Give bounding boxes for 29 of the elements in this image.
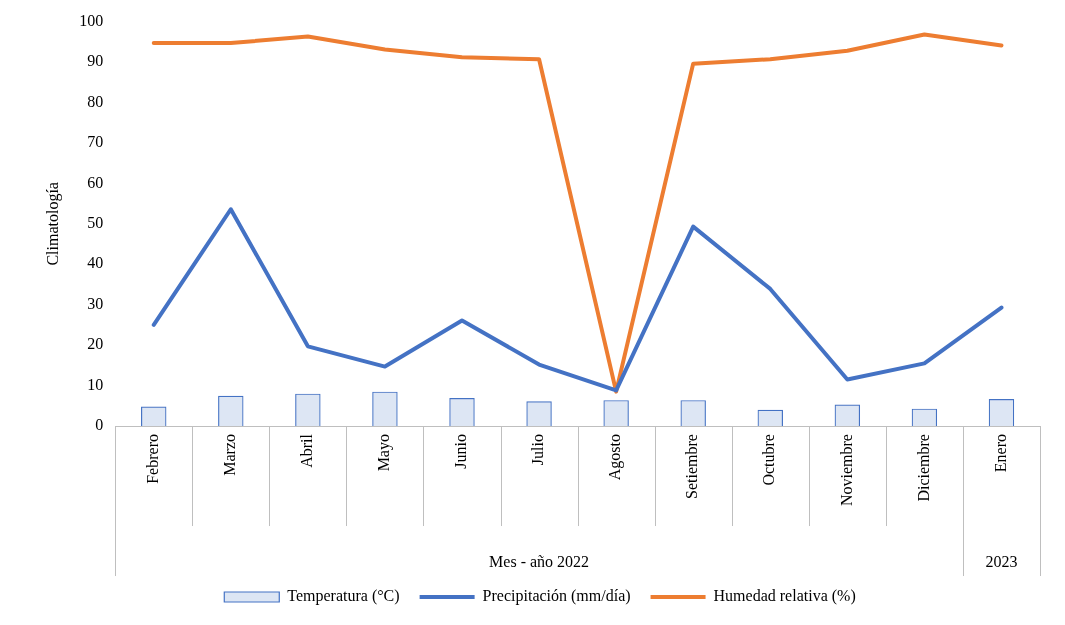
y-tick-label: 80 bbox=[87, 92, 104, 110]
text: 2023 bbox=[985, 553, 1018, 571]
y-tick-label: 20 bbox=[87, 335, 104, 353]
x-tick-label: Marzo bbox=[221, 434, 238, 476]
x-axis-title: Mes - año 2022 bbox=[489, 553, 590, 571]
y-tick-label: 90 bbox=[87, 52, 104, 70]
x-tick-label: Setiembre bbox=[683, 434, 701, 499]
x-tick-label: Abril bbox=[298, 433, 316, 468]
x-tick-label: Junio bbox=[452, 434, 470, 469]
y-tick-label: 50 bbox=[87, 214, 104, 232]
y-tick-label: 70 bbox=[87, 133, 104, 151]
y-tick-label: 30 bbox=[87, 294, 104, 312]
x-tick-label: Febrero bbox=[143, 434, 161, 484]
x-tick-label: Enero bbox=[991, 434, 1009, 473]
legend-label: Humedad relativa (%) bbox=[713, 587, 856, 606]
y-tick-label: 100 bbox=[79, 11, 104, 29]
y-tick-label: 60 bbox=[87, 173, 104, 191]
x-tick-label: Octubre bbox=[760, 434, 778, 486]
legend-label: Temperatura (°C) bbox=[287, 587, 400, 606]
x-tick-label: Mayo bbox=[375, 434, 394, 472]
y-tick-label: 0 bbox=[95, 416, 104, 434]
x-tick-label: Agosto bbox=[606, 434, 625, 481]
legend-label: Precipitación (mm/día) bbox=[482, 587, 631, 606]
y-tick-label: 40 bbox=[87, 254, 104, 272]
x-tick-label: Noviembre bbox=[837, 434, 855, 507]
x-tick-label: Julio bbox=[529, 434, 547, 466]
y-tick-label: 10 bbox=[87, 375, 104, 393]
y-axis-title: Climatología bbox=[43, 182, 62, 266]
x-tick-label: Diciembre bbox=[914, 434, 932, 502]
